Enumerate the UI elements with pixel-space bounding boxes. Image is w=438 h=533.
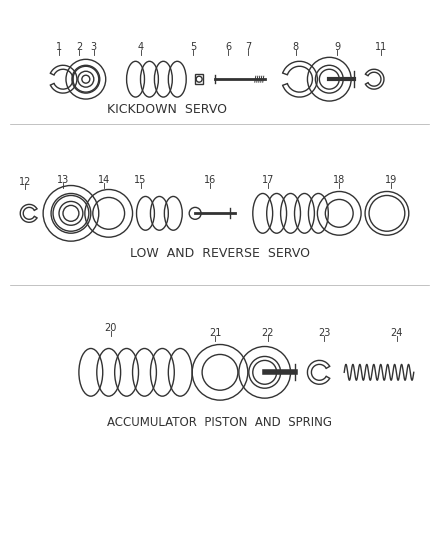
Text: LOW  AND  REVERSE  SERVO: LOW AND REVERSE SERVO (130, 247, 309, 260)
Text: 18: 18 (332, 174, 345, 184)
Text: 8: 8 (292, 43, 298, 52)
Text: 6: 6 (224, 43, 230, 52)
Text: 19: 19 (384, 174, 396, 184)
Text: 11: 11 (374, 43, 386, 52)
Text: 5: 5 (190, 43, 196, 52)
Text: 7: 7 (244, 43, 251, 52)
Text: 24: 24 (390, 328, 402, 337)
Text: 23: 23 (318, 328, 330, 337)
Text: 1: 1 (56, 43, 62, 52)
Text: 4: 4 (137, 43, 143, 52)
Text: 3: 3 (91, 43, 97, 52)
Text: 2: 2 (76, 43, 82, 52)
Text: 13: 13 (57, 174, 69, 184)
Text: 20: 20 (104, 322, 117, 333)
Text: ACCUMULATOR  PISTON  AND  SPRING: ACCUMULATOR PISTON AND SPRING (107, 416, 332, 429)
Text: 16: 16 (204, 174, 215, 184)
Text: 14: 14 (97, 174, 110, 184)
Text: 21: 21 (208, 328, 221, 337)
Text: KICKDOWN  SERVO: KICKDOWN SERVO (107, 102, 227, 116)
Text: 17: 17 (261, 174, 273, 184)
Text: 22: 22 (261, 328, 273, 337)
Text: 15: 15 (134, 174, 146, 184)
Bar (195, 74, 203, 84)
Text: 12: 12 (19, 176, 32, 187)
Text: 9: 9 (333, 43, 339, 52)
